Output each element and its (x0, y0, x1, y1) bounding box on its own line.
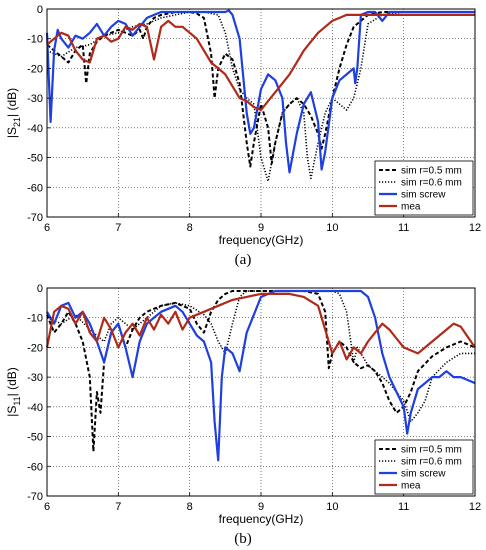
x-tick-label: 6 (44, 222, 50, 234)
y-tick-label: 0 (37, 4, 43, 16)
y-tick-label: 0 (37, 283, 43, 295)
y-axis-label: |S11| (dB) (5, 367, 22, 417)
legend-label: sim r=0.6 mm (401, 178, 462, 189)
legend-label: sim r=0.5 mm (401, 445, 462, 456)
series-line-sim-r-0-5-mm (46, 290, 476, 453)
series-line-sim-r-0-6-mm (46, 11, 475, 183)
y-tick-label: -30 (27, 93, 43, 105)
plot-frame (46, 287, 476, 497)
x-tick-label: 7 (115, 501, 121, 513)
y-tick-label: -50 (27, 432, 43, 444)
x-tick-label: 11 (398, 222, 409, 234)
y-axis-label-tail: | (dB) (5, 88, 19, 117)
y-axis-label-tail: | (dB) (5, 367, 19, 396)
legend-label: sim screw (401, 190, 446, 201)
legend-label: mea (401, 202, 421, 213)
y-tick-label: -30 (27, 372, 43, 384)
x-tick-label: 11 (398, 501, 409, 513)
y-tick-label: -60 (27, 461, 43, 473)
y-tick-label: -20 (27, 63, 43, 75)
series-line-sim-r-0-5-mm (46, 11, 475, 168)
y-tick-label: -60 (27, 182, 43, 194)
tick-labels: 6 7 8 9 10 11 12 0 -10 -20 -30 -40 -50 -60 -70 (27, 4, 481, 234)
x-axis-label: frequency(GHz) (219, 233, 304, 247)
legend-label: sim r=0.5 mm (401, 166, 462, 177)
legend-label: sim r=0.6 mm (401, 457, 462, 468)
x-tick-label: 9 (258, 222, 264, 234)
tick-labels: 6 7 8 9 10 11 12 0 -10 -20 -30 -40 -50 -60 -70 (27, 283, 481, 513)
chart-panel-b: 6 7 8 9 10 11 12 0 -10 -20 -30 -40 -50 -60 -70 frequen… (5, 283, 481, 547)
panel-label: (a) (235, 252, 252, 268)
y-tick-label: -20 (27, 342, 43, 354)
x-tick-label: 8 (187, 501, 193, 513)
grid (47, 288, 475, 496)
x-tick-label: 12 (469, 501, 481, 513)
x-tick-label: 6 (44, 501, 50, 513)
series-line-sim-screw (45, 9, 475, 174)
series-line-mea (45, 292, 476, 361)
y-axis-label: |S21| (dB) (5, 88, 22, 138)
y-tick-label: -10 (27, 34, 43, 46)
panel-label: (b) (234, 531, 252, 547)
legend-label: sim screw (401, 469, 446, 480)
y-tick-label: -10 (27, 313, 43, 325)
plot-frame (46, 8, 476, 218)
x-axis-label: frequency(GHz) (219, 512, 304, 526)
y-tick-label: -70 (27, 212, 43, 224)
series-group (45, 289, 476, 462)
y-tick-label: -40 (27, 123, 43, 135)
series-line-mea (46, 13, 475, 112)
y-tick-label: -50 (27, 153, 43, 165)
x-tick-label: 7 (115, 222, 121, 234)
series-line-sim-r-0-6-mm (46, 290, 475, 423)
legend-label: mea (401, 481, 421, 492)
x-tick-label: 10 (326, 222, 338, 234)
y-axis-label-main: |S (5, 406, 19, 417)
series-group (45, 9, 475, 183)
x-tick-label: 12 (469, 222, 481, 234)
x-tick-label: 9 (258, 501, 264, 513)
y-axis-label-subscript: 11 (12, 396, 22, 405)
y-axis-label-main: |S (5, 127, 19, 138)
y-tick-label: -40 (27, 402, 43, 414)
x-tick-label: 8 (187, 222, 193, 234)
y-axis-label-subscript: 21 (12, 117, 22, 127)
chart-panel-a: 6 7 8 9 10 11 12 0 -10 -20 -30 -40 -50 -60 -70 frequen… (5, 4, 481, 268)
x-tick-label: 10 (326, 501, 338, 513)
y-tick-label: -70 (27, 491, 43, 503)
